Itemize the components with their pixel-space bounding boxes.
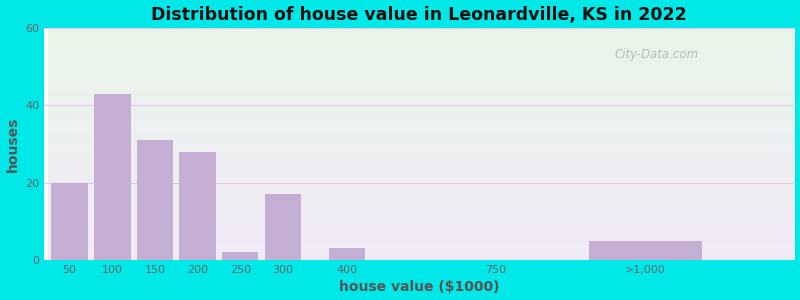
Bar [94, 94, 130, 260]
Bar [179, 152, 216, 260]
Text: City-Data.com: City-Data.com [614, 48, 698, 61]
Bar [329, 248, 365, 260]
X-axis label: house value ($1000): house value ($1000) [339, 280, 499, 294]
Bar [51, 183, 88, 260]
Bar [589, 241, 702, 260]
Bar [265, 194, 301, 260]
Bar [137, 140, 173, 260]
Bar [222, 252, 258, 260]
Title: Distribution of house value in Leonardville, KS in 2022: Distribution of house value in Leonardvi… [151, 6, 687, 24]
Y-axis label: houses: houses [6, 116, 19, 172]
